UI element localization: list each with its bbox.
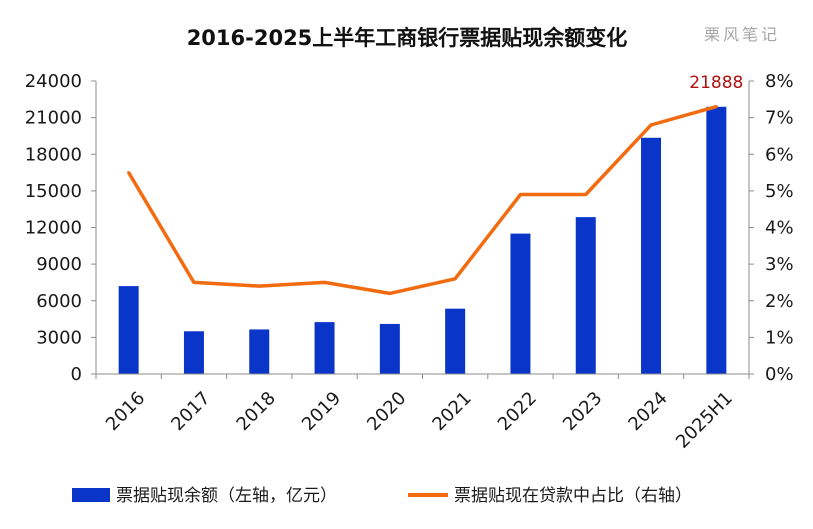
left-tick-label: 0 — [71, 364, 82, 385]
x-tick-label-2020: 2020 — [363, 388, 410, 435]
line-point-2018 — [257, 284, 261, 288]
x-tick-label-2018: 2018 — [233, 388, 280, 435]
x-axis-ticks: 2016 2017 2018 2019 2020 2021 2022 2023 2024 2025… — [102, 388, 737, 453]
x-tick-label-2019: 2019 — [298, 388, 345, 435]
line-point-2025H1 — [714, 105, 718, 109]
right-tick-label: 2% — [765, 291, 794, 312]
left-tick-label: 18000 — [25, 144, 82, 165]
x-tick-label-2023: 2023 — [559, 388, 606, 435]
bar-2020 — [379, 323, 400, 374]
left-tick-label: 15000 — [25, 181, 82, 202]
line-point-2017 — [192, 280, 196, 284]
line-point-2021 — [453, 277, 457, 281]
right-tick-label: 6% — [765, 144, 794, 165]
line-point-2022 — [518, 193, 522, 197]
left-tick-label: 9000 — [36, 254, 82, 275]
bar-2018 — [249, 329, 270, 374]
right-tick-label: 8% — [765, 71, 794, 92]
data-labels: 21888 — [689, 73, 743, 93]
watermark-text: 栗风笔记 — [704, 25, 780, 44]
right-tick-label: 7% — [765, 108, 794, 129]
bar-2025H1 — [706, 106, 727, 374]
x-tick-label-2022: 2022 — [494, 388, 541, 435]
legend-line-label: 票据贴现在贷款中占比（右轴） — [454, 486, 692, 506]
bar-2019 — [314, 322, 335, 374]
bar-2024 — [641, 137, 662, 374]
line-point-2019 — [323, 280, 327, 284]
right-tick-label: 1% — [765, 327, 794, 348]
bar-series — [118, 106, 727, 374]
x-tick-label-2016: 2016 — [102, 388, 149, 435]
bar-2017 — [183, 331, 204, 374]
chart-title: 2016-2025上半年工商银行票据贴现余额变化 — [187, 26, 628, 50]
right-tick-label: 4% — [765, 218, 794, 239]
left-tick-label: 21000 — [25, 108, 82, 129]
line-point-2016 — [127, 171, 131, 175]
legend-bar-label: 票据贴现余额（左轴，亿元） — [116, 486, 337, 506]
right-tick-label: 5% — [765, 181, 794, 202]
left-tick-label: 3000 — [36, 327, 82, 348]
bar-2023 — [575, 217, 596, 374]
bar-2021 — [445, 308, 466, 374]
line-series — [127, 104, 718, 296]
bar-2022 — [510, 233, 531, 374]
right-tick-label: 0% — [765, 364, 794, 385]
x-tick-label-2025H1: 2025H1 — [672, 388, 737, 453]
ratio-line — [127, 104, 717, 296]
left-tick-label: 12000 — [25, 218, 82, 239]
bar-2016 — [118, 286, 139, 374]
x-tick-label-2017: 2017 — [167, 388, 214, 435]
legend-bar-swatch — [72, 488, 110, 502]
legend: 票据贴现余额（左轴，亿元） 票据贴现在贷款中占比（右轴） — [72, 486, 692, 506]
line-point-2023 — [584, 193, 588, 197]
right-tick-label: 3% — [765, 254, 794, 275]
left-axis-ticks: 0 3000 6000 9000 12000 15000 18000 21000 24000 — [25, 71, 96, 385]
left-tick-label: 24000 — [25, 71, 82, 92]
data-label-2025H1: 21888 — [689, 73, 743, 93]
x-tick-label-2024: 2024 — [624, 388, 671, 435]
line-point-2024 — [649, 123, 653, 127]
x-tick-label-2021: 2021 — [428, 388, 475, 435]
line-point-2020 — [388, 291, 392, 295]
left-tick-label: 6000 — [36, 291, 82, 312]
right-axis-ticks: 0% 1% 2% 3% 4% 5% 6% 7% 8% — [749, 71, 794, 385]
